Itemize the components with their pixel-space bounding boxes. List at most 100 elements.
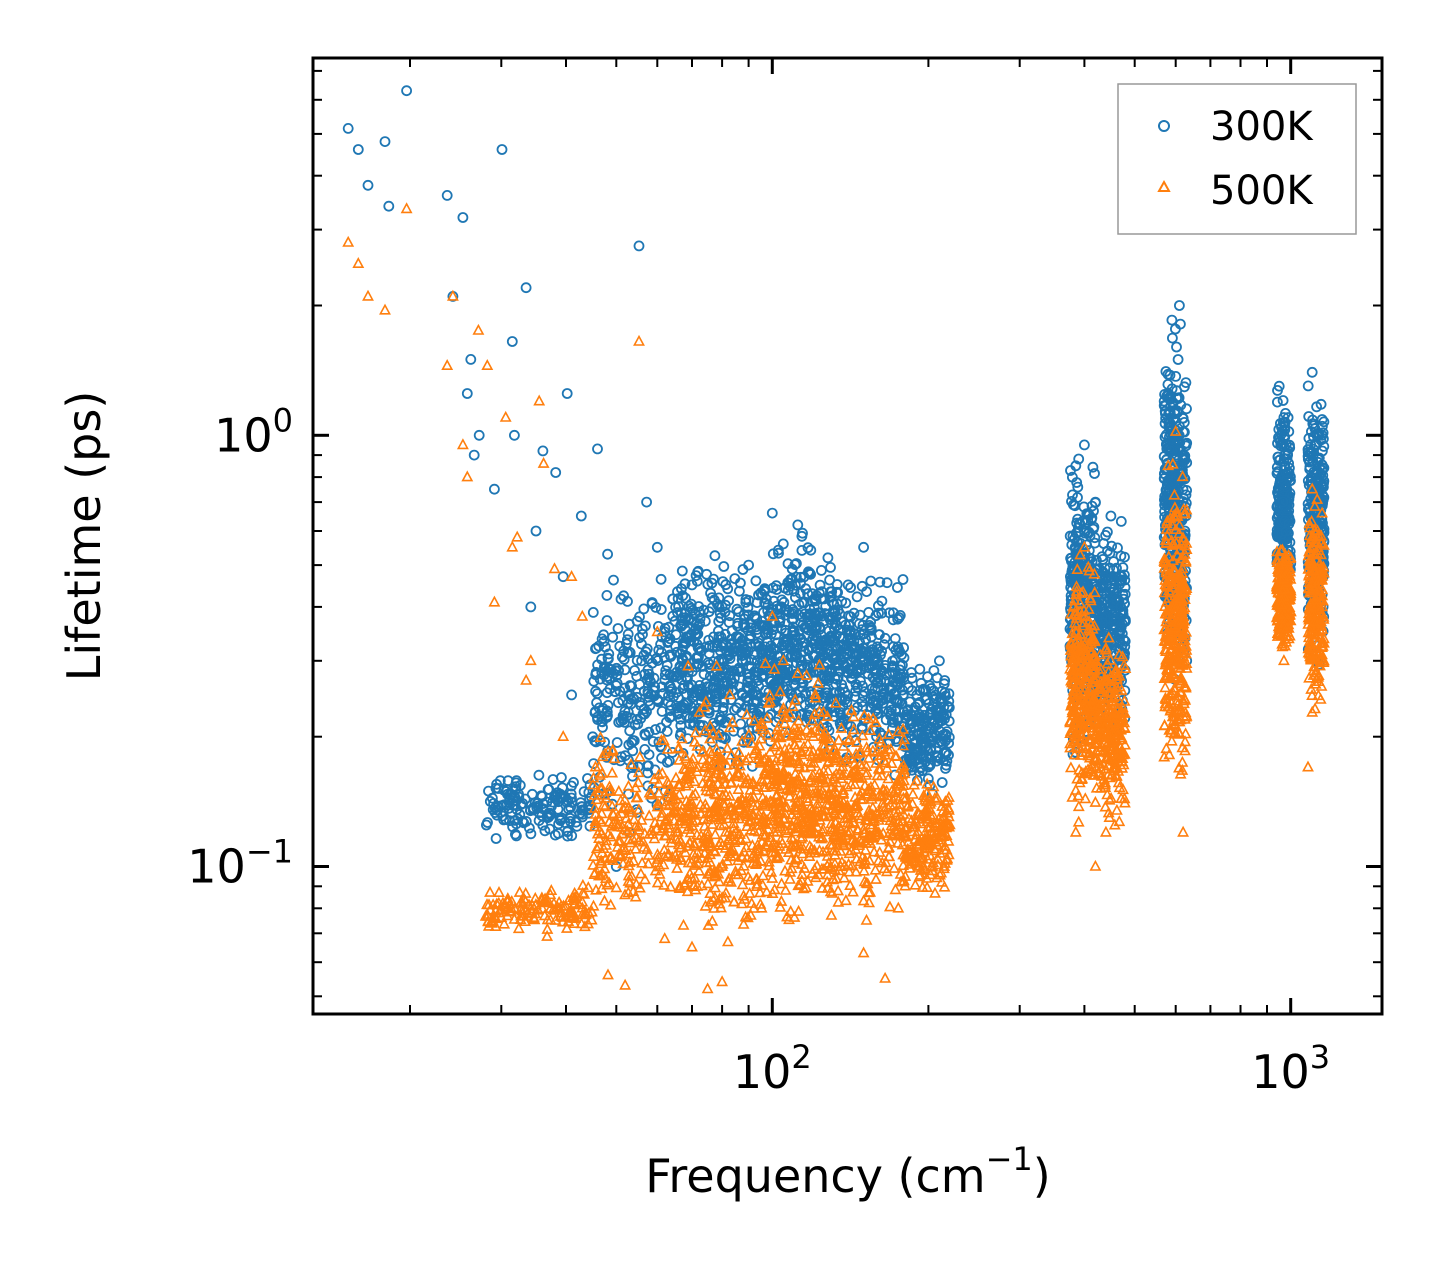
point-500k-1273 — [781, 752, 794, 764]
point-500k-683 — [712, 867, 725, 879]
point-500k-1436 — [897, 739, 909, 751]
point-300k-3274 — [549, 791, 560, 803]
point-300k-414 — [614, 755, 626, 767]
point-300k-644 — [676, 565, 688, 577]
point-500k-1521 — [887, 816, 900, 828]
point-300k-1219 — [796, 545, 808, 556]
point-500k-1388 — [870, 745, 883, 757]
point-500k-677 — [677, 918, 690, 930]
point-500k-610 — [714, 752, 727, 764]
point-500k-98 — [541, 922, 554, 934]
point-500k-711 — [691, 879, 704, 891]
point-300k-3245 — [401, 85, 413, 97]
point-300k-2690 — [1175, 318, 1186, 330]
point-300k-1288 — [829, 622, 840, 634]
point-500k-740 — [707, 726, 719, 738]
point-500k-1526 — [843, 847, 856, 859]
point-300k-1253 — [824, 611, 835, 623]
point-500k-675 — [744, 873, 757, 885]
point-500k-314 — [622, 874, 635, 886]
point-500k-747 — [748, 851, 761, 863]
point-300k-3198 — [1311, 430, 1323, 441]
point-500k-1246 — [772, 772, 784, 784]
point-300k-3267 — [592, 443, 603, 455]
point-500k-1327 — [838, 871, 851, 883]
point-300k-337 — [665, 686, 677, 697]
point-300k-1294 — [799, 699, 811, 711]
point-500k-1638 — [931, 852, 944, 864]
point-500k-1542 — [893, 803, 906, 815]
point-300k-1799 — [910, 753, 921, 765]
point-500k-825 — [784, 905, 797, 916]
point-300k-3226 — [1302, 444, 1314, 455]
point-500k-1685 — [899, 792, 912, 804]
point-300k-3257 — [520, 282, 532, 294]
point-500k-1350 — [860, 741, 873, 753]
point-300k-2895 — [1273, 432, 1284, 443]
point-500k-1074 — [766, 871, 779, 883]
point-500k-1082 — [794, 746, 807, 757]
point-300k-3299 — [1158, 395, 1170, 407]
point-500k-988 — [759, 781, 772, 792]
point-500k-1403 — [855, 745, 867, 757]
point-500k-1198 — [771, 723, 784, 735]
point-500k-1683 — [906, 787, 919, 799]
data-points-layer — [342, 85, 1330, 994]
point-300k-2757 — [1171, 437, 1183, 449]
point-300k-1269 — [823, 625, 835, 637]
point-300k-2938 — [1277, 395, 1289, 406]
point-500k-1441 — [897, 759, 910, 771]
point-300k-330 — [624, 725, 636, 737]
point-300k-3269 — [633, 240, 645, 252]
point-500k-192 — [629, 842, 642, 854]
point-500k-1143 — [816, 804, 829, 816]
point-500k-1010 — [770, 849, 783, 861]
point-300k-2340 — [1096, 611, 1108, 623]
point-300k-2317 — [1115, 624, 1126, 636]
point-500k-1452 — [885, 784, 898, 796]
point-500k-1202 — [768, 740, 781, 752]
point-500k-1301 — [882, 727, 895, 739]
point-500k-127 — [517, 909, 530, 921]
point-500k-139 — [535, 891, 548, 903]
point-300k-1459 — [897, 574, 909, 585]
point-500k-432 — [714, 819, 727, 831]
point-500k-1424 — [883, 900, 896, 912]
point-300k-1743 — [942, 701, 954, 712]
point-500k-286 — [642, 857, 655, 869]
point-300k-1222 — [760, 641, 771, 653]
point-300k-298 — [629, 719, 641, 731]
point-300k-728 — [714, 662, 726, 674]
point-500k-778 — [706, 817, 719, 829]
point-500k-1530 — [842, 805, 855, 817]
point-500k-1068 — [795, 857, 808, 869]
point-500k-1201 — [820, 844, 833, 856]
point-500k-328 — [632, 766, 645, 778]
point-300k-2359 — [1107, 610, 1119, 621]
point-500k-985 — [774, 685, 787, 697]
point-500k-978 — [824, 838, 837, 850]
point-500k-133 — [555, 899, 568, 911]
point-500k-130 — [569, 912, 582, 923]
point-300k-808 — [733, 606, 745, 618]
point-500k-19 — [498, 917, 511, 929]
point-300k-411 — [623, 646, 635, 658]
point-300k-139 — [561, 826, 573, 838]
point-300k-2560 — [1161, 390, 1172, 402]
point-500k-46 — [523, 898, 535, 910]
point-300k-778 — [713, 625, 724, 637]
point-500k-1438 — [862, 712, 875, 724]
point-300k-2363 — [1119, 582, 1131, 593]
point-300k-401 — [655, 638, 666, 650]
point-300k-1312 — [865, 575, 877, 587]
point-300k-291 — [607, 631, 619, 643]
point-300k-797 — [687, 711, 699, 723]
point-500k-1535 — [858, 875, 871, 887]
point-300k-507 — [701, 568, 712, 580]
point-500k-1496 — [874, 763, 886, 775]
point-300k-3289 — [872, 655, 884, 667]
point-500k-768 — [687, 752, 700, 764]
point-500k-775 — [699, 899, 712, 911]
point-500k-600 — [725, 850, 738, 862]
